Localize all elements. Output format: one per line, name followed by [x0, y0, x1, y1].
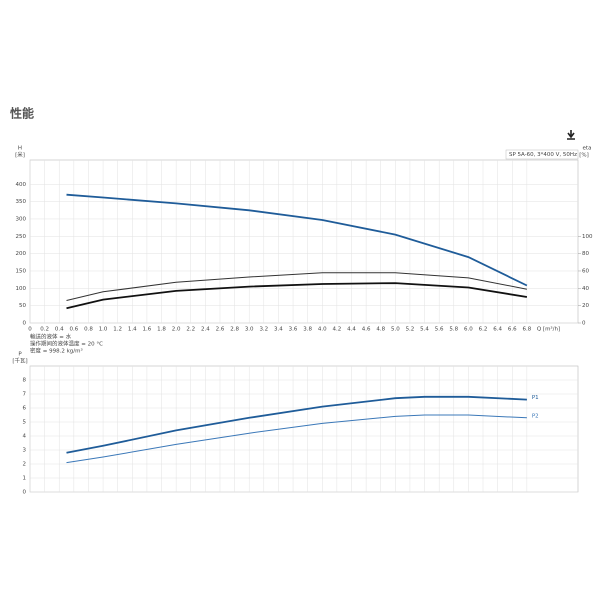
curve: [66, 193, 528, 287]
y-axis-label: P: [18, 352, 22, 358]
x-tick-label: 4.8: [376, 327, 385, 333]
x-tick-label: 6.2: [479, 327, 488, 333]
curve: [66, 282, 528, 310]
plot-frame: [29, 365, 579, 493]
y-axis-label: H: [18, 146, 22, 152]
x-tick-label: 3.4: [274, 327, 283, 333]
x-tick-label: 5.2: [406, 327, 415, 333]
x-tick-label: 4.2: [333, 327, 342, 333]
download-icon[interactable]: [567, 130, 575, 140]
y-tick-label: 300: [16, 216, 27, 222]
x-tick-label: 4.4: [347, 327, 356, 333]
x-tick-label: 5.0: [391, 327, 400, 333]
note: 操作期间的液体温度 = 20 °C: [30, 340, 103, 348]
x-tick-label: 2.0: [172, 327, 181, 333]
x-tick-label: 5.4: [420, 327, 429, 333]
y-tick-label: 5: [23, 420, 27, 426]
section-title: 性能: [9, 106, 34, 121]
curve: [66, 414, 527, 464]
x-tick-label: 2.6: [216, 327, 225, 333]
y-tick-label: 250: [16, 234, 27, 240]
x-tick-label: 1.4: [128, 327, 137, 333]
y2-axis-unit: [%]: [579, 153, 589, 159]
x-tick-label: 0: [28, 327, 32, 333]
x-tick-label: 3.2: [259, 327, 268, 333]
x-tick-label: 6.6: [508, 327, 517, 333]
x-tick-label: 6.8: [522, 327, 531, 333]
x-tick-label: 0.2: [40, 327, 49, 333]
y2-axis-label: eta: [583, 146, 592, 152]
curve: [66, 395, 527, 454]
x-tick-label: 3.0: [245, 327, 254, 333]
x-tick-label: 4.6: [362, 327, 371, 333]
x-tick-label: 5.8: [449, 327, 458, 333]
x-tick-label: 1.8: [157, 327, 166, 333]
x-tick-label: 4.0: [318, 327, 327, 333]
x-tick-label: 0.8: [84, 327, 93, 333]
y-tick-label: 8: [23, 378, 27, 384]
legend-box: [505, 149, 579, 160]
x-tick-label: 2.4: [201, 327, 210, 333]
x-tick-label: 2.8: [230, 327, 239, 333]
y-tick-label: 400: [16, 182, 27, 188]
x-tick-label: 2.2: [186, 327, 195, 333]
y2-tick-label: 20: [582, 303, 589, 309]
y-tick-label: 7: [23, 392, 27, 398]
y-tick-label: 2: [23, 462, 27, 468]
y-tick-label: 0: [23, 490, 27, 496]
y2-tick-label: 80: [582, 251, 589, 257]
curve: [66, 272, 527, 301]
y2-tick-label: 60: [582, 268, 589, 274]
x-tick-label: 1.6: [143, 327, 152, 333]
y-tick-label: 150: [16, 268, 27, 274]
y-tick-label: 1: [23, 476, 27, 482]
y-tick-label: 50: [19, 303, 26, 309]
note: 輸送的液体 = 水: [30, 333, 72, 341]
y-axis-unit: [千瓦]: [12, 357, 27, 365]
curve-label: P1: [532, 395, 539, 401]
x-tick-label: 1.0: [99, 327, 108, 333]
x-tick-label: 6.4: [493, 327, 502, 333]
y2-tick-label: 40: [582, 286, 589, 292]
x-tick-label: 0.6: [69, 327, 78, 333]
y-tick-label: 350: [16, 199, 27, 205]
x-tick-label: 6.0: [464, 327, 473, 333]
y-tick-label: 6: [23, 406, 27, 412]
legend-text: SP 5A-60, 3*400 V, 50Hz: [509, 152, 577, 158]
note: 密度 = 998.2 kg/m³: [30, 347, 83, 355]
y2-tick-label: 0: [582, 321, 586, 327]
y-tick-label: 200: [16, 251, 27, 257]
y-tick-label: 4: [23, 434, 27, 440]
y-tick-label: 0: [23, 321, 27, 327]
y-axis-unit: [米]: [15, 151, 25, 159]
x-tick-label: 5.6: [435, 327, 444, 333]
x-axis-label: Q [m³/h]: [537, 326, 560, 333]
x-tick-label: 3.6: [289, 327, 298, 333]
y-tick-label: 3: [23, 448, 27, 454]
x-tick-label: 1.2: [113, 327, 122, 333]
y2-tick-label: 100: [582, 234, 593, 240]
x-tick-label: 0.4: [55, 327, 64, 333]
x-tick-label: 3.8: [303, 327, 312, 333]
curve-label: P2: [532, 413, 539, 419]
y-tick-label: 100: [16, 286, 27, 292]
